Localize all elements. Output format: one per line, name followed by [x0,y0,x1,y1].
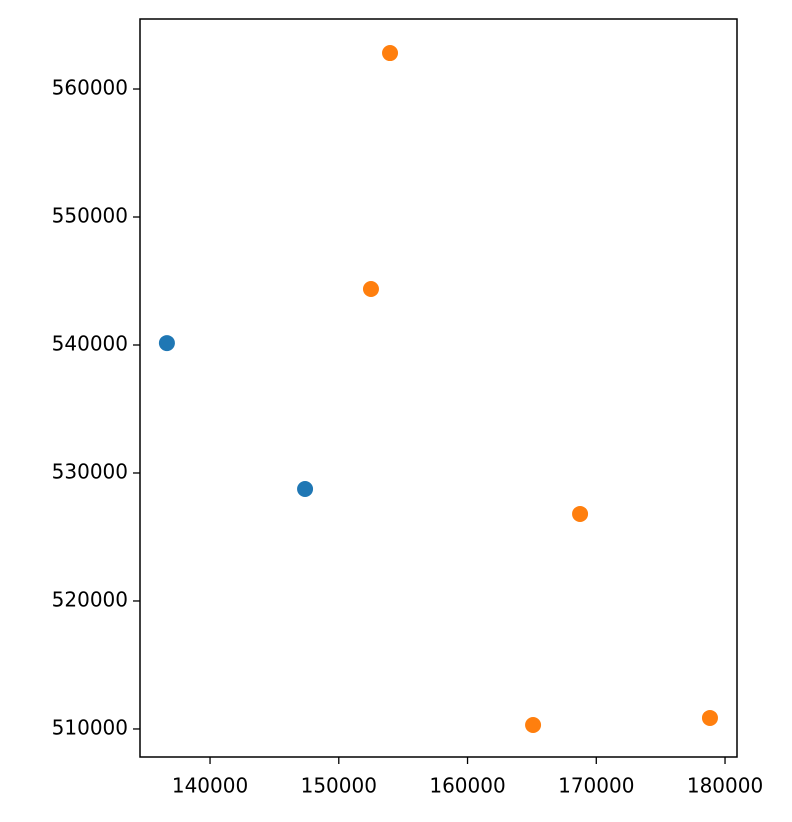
point [701,709,718,726]
y-tick-label: 560000 [52,76,128,100]
y-tick-label: 530000 [52,459,128,483]
plot-frame [139,18,738,758]
y-tick-label: 550000 [52,204,128,228]
point [362,280,379,297]
y-tick-label: 510000 [52,715,128,739]
point [297,480,314,497]
x-tick-label: 140000 [172,774,248,798]
y-tick-label: 520000 [52,587,128,611]
point [525,717,542,734]
x-tick-label: 170000 [558,774,634,798]
point [382,45,399,62]
y-tick-label: 540000 [52,331,128,355]
point [572,505,589,522]
x-tick-label: 160000 [429,774,505,798]
x-tick-label: 180000 [687,774,763,798]
point [158,335,175,352]
x-tick-label: 150000 [301,774,377,798]
